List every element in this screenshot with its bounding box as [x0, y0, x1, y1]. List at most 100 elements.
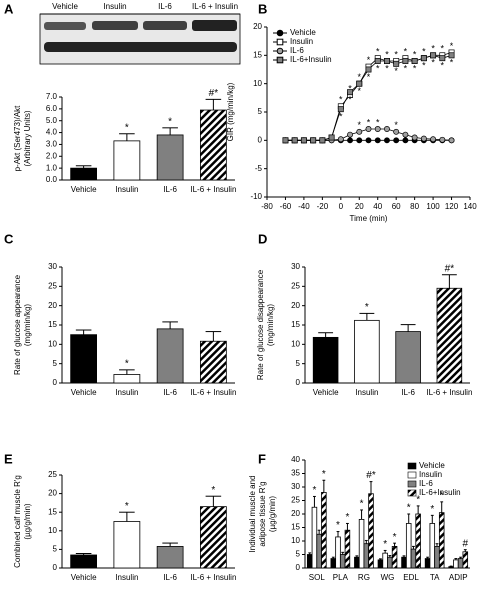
y-tick-label: 5	[296, 550, 301, 559]
bar	[113, 521, 141, 569]
error-bar	[205, 495, 222, 507]
x-tick-label: IL-6 + Insulin	[190, 388, 236, 397]
legend-label: Insulin	[290, 37, 313, 46]
data-point	[411, 134, 418, 141]
significance-marker: *	[376, 63, 380, 73]
blot-label: IL-6 + Insulin	[192, 2, 238, 11]
error-bar	[205, 98, 222, 111]
y-tick-label: 10	[48, 339, 57, 348]
significance-marker: #	[463, 538, 469, 549]
blot-label: Vehicle	[52, 2, 78, 11]
bar	[316, 533, 322, 569]
significance-marker: *	[450, 41, 454, 51]
y-tick-label: 7.0	[46, 92, 58, 101]
significance-marker: *	[404, 47, 408, 57]
y-tick-label: 40	[291, 455, 300, 464]
x-tick-label: Vehicle	[71, 185, 97, 194]
y-tick-label: 20	[291, 301, 300, 310]
data-point	[319, 137, 326, 144]
data-point	[430, 52, 437, 59]
data-point	[384, 126, 390, 132]
significance-marker: *	[358, 72, 362, 82]
x-tick-label: 20	[355, 202, 364, 211]
error-bar	[463, 549, 467, 552]
data-point	[402, 131, 409, 138]
y-tick-label: 10	[48, 526, 57, 535]
significance-marker: *	[394, 120, 398, 130]
error-bar	[355, 555, 359, 558]
significance-marker: *	[441, 44, 445, 54]
error-bar	[162, 321, 178, 329]
bar	[368, 493, 374, 569]
y-tick-label: 35	[291, 469, 300, 478]
significance-marker: *	[422, 47, 426, 57]
x-tick-label: -60	[280, 202, 292, 211]
data-point	[356, 128, 363, 135]
y-tick-label: 5	[53, 359, 58, 368]
data-point	[384, 137, 390, 144]
error-bar	[393, 542, 396, 547]
bar	[156, 328, 184, 384]
y-tick-label: 1.0	[46, 163, 58, 172]
error-bar	[379, 558, 382, 560]
legend-label: Vehicle	[290, 28, 316, 37]
bar	[377, 559, 384, 569]
x-tick-label: IL-6	[163, 388, 177, 397]
legend-label: IL-6+Insulin	[419, 488, 461, 497]
significance-marker: *	[211, 485, 215, 496]
significance-marker: *	[376, 47, 380, 57]
x-tick-label: RG	[358, 573, 370, 582]
x-tick-label: TA	[430, 573, 440, 582]
y-tick-label: 25	[48, 281, 57, 290]
significance-marker: *	[125, 122, 129, 133]
data-point	[356, 137, 363, 144]
y-tick-label: 6.0	[46, 104, 58, 113]
x-tick-label: 0	[339, 202, 344, 211]
x-tick-label: Insulin	[115, 573, 138, 582]
y-axis-label: (µg/g/min)	[23, 503, 32, 540]
error-bar	[426, 556, 429, 559]
data-point	[328, 134, 335, 141]
data-point	[448, 137, 455, 144]
error-bar	[346, 522, 349, 531]
x-tick-label: SOL	[309, 573, 326, 582]
x-tick-label: EDL	[403, 573, 419, 582]
western-blot	[39, 13, 241, 65]
y-tick-label: -10	[250, 192, 262, 201]
bar	[387, 556, 393, 569]
y-tick-label: 20	[291, 509, 300, 518]
error-bar	[313, 495, 316, 508]
error-bar	[75, 329, 92, 335]
x-tick-label: Vehicle	[71, 573, 97, 582]
panel-label: A	[4, 1, 14, 16]
legend-swatch	[407, 489, 417, 497]
x-tick-label: 120	[445, 202, 459, 211]
significance-marker: *	[365, 302, 369, 313]
data-point	[393, 137, 400, 144]
x-tick-label: 140	[463, 202, 477, 211]
x-tick-label: IL-6	[401, 388, 415, 397]
y-tick-label: 30	[48, 262, 57, 271]
significance-marker: *	[422, 61, 426, 71]
x-tick-label: Insulin	[355, 388, 378, 397]
y-axis-label: (µg/g/min)	[268, 496, 277, 533]
error-bar	[75, 552, 92, 555]
x-tick-label: WG	[381, 573, 395, 582]
significance-marker: *	[385, 63, 389, 73]
y-tick-label: 20	[253, 22, 262, 31]
bar	[156, 546, 184, 569]
blot-label: IL-6	[158, 2, 172, 11]
data-point	[448, 52, 455, 59]
data-point	[347, 131, 353, 138]
significance-marker: *	[367, 117, 371, 127]
data-point	[439, 55, 446, 62]
significance-marker: *	[367, 72, 371, 82]
data-point	[365, 126, 372, 132]
bar	[457, 558, 464, 569]
bar	[391, 546, 398, 569]
panel-label: D	[258, 231, 267, 246]
data-point	[282, 137, 289, 144]
legend-label: IL-6+Insulin	[290, 55, 332, 64]
bar	[70, 334, 98, 384]
